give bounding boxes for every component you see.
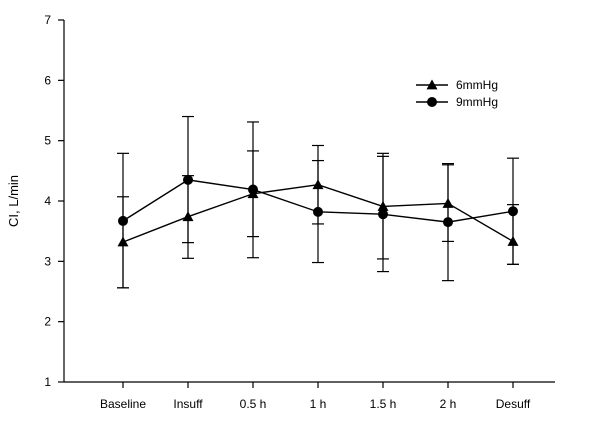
- x-tick-label: Insuff: [173, 397, 203, 411]
- legend-marker-9mmhg: [427, 97, 437, 107]
- x-tick-label: 2 h: [440, 397, 457, 411]
- y-tick-label: 3: [44, 254, 51, 268]
- data-point-6mmhg: [377, 200, 389, 211]
- y-axis-title: CI, L/min: [6, 175, 21, 227]
- y-tick-label: 7: [44, 13, 51, 27]
- data-point-6mmhg: [117, 236, 129, 247]
- data-point-9mmhg: [508, 206, 518, 217]
- legend-label-9mmhg: 9mmHg: [456, 95, 498, 109]
- y-tick-label: 2: [44, 315, 51, 329]
- data-point-9mmhg: [378, 209, 388, 220]
- legend-marker-6mmhg: [426, 79, 438, 90]
- data-point-6mmhg: [312, 179, 324, 190]
- x-tick-label: Baseline: [100, 397, 146, 411]
- x-tick-label: Desuff: [496, 397, 531, 411]
- y-tick-label: 4: [44, 194, 51, 208]
- legend: 6mmHg 9mmHg: [416, 78, 498, 109]
- y-tick-label: 5: [44, 134, 51, 148]
- data-point-9mmhg: [313, 206, 323, 217]
- data-point-9mmhg: [118, 215, 128, 226]
- data-point-9mmhg: [443, 217, 453, 228]
- x-tick-label: 1.5 h: [370, 397, 397, 411]
- data-point-6mmhg: [507, 235, 519, 246]
- data-point-6mmhg: [182, 211, 194, 222]
- x-tick-label: 0.5 h: [240, 397, 267, 411]
- x-tick-label: 1 h: [310, 397, 327, 411]
- data-point-9mmhg: [183, 174, 193, 185]
- series-markers: [117, 174, 519, 247]
- y-tick-label: 6: [44, 73, 51, 87]
- data-point-6mmhg: [442, 197, 454, 208]
- legend-label-6mmhg: 6mmHg: [456, 78, 498, 92]
- axes: 1 2 3 4 5 6 7 Baseline Insuff 0.5 h 1 h 1.5 h 2 h Des…: [6, 13, 555, 411]
- y-tick-label: 1: [44, 375, 51, 389]
- data-point-9mmhg: [248, 184, 258, 195]
- error-bars: [117, 115, 519, 289]
